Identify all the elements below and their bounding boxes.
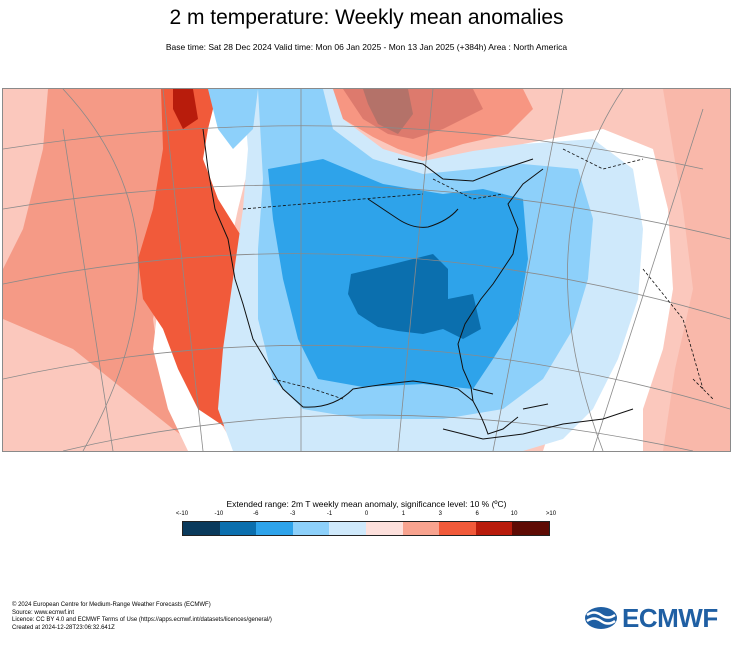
legend-tick: -10 bbox=[214, 511, 224, 517]
credit-licence: Licence: CC BY 4.0 and ECMWF Terms of Us… bbox=[12, 617, 272, 624]
legend-tick: -6 bbox=[253, 511, 259, 517]
legend-tick: 0 bbox=[364, 511, 369, 517]
anomaly-map bbox=[2, 88, 731, 452]
legend-swatch bbox=[402, 522, 440, 535]
graticule bbox=[3, 89, 730, 451]
legend-swatch bbox=[512, 522, 549, 535]
borders bbox=[242, 148, 714, 400]
legend-tick: 6 bbox=[475, 511, 479, 517]
legend-ticks: <-10 -10 -6 -3 -1 0 1 3 6 10 >10 bbox=[176, 511, 556, 521]
credits: © 2024 European Centre for Medium-Range … bbox=[12, 602, 272, 632]
anomaly-zone-pacific-pale bbox=[3, 89, 48, 269]
legend-swatch bbox=[329, 522, 366, 535]
legend-tick: 1 bbox=[401, 511, 406, 517]
legend-tick: 3 bbox=[438, 511, 442, 517]
legend-swatch bbox=[365, 522, 403, 535]
credit-source: Source: www.ecmwf.int bbox=[12, 609, 75, 616]
legend-swatch bbox=[292, 522, 330, 535]
legend-tick: 10 bbox=[510, 511, 518, 517]
chart-title: 2 m temperature: Weekly mean anomalies bbox=[169, 6, 564, 29]
legend-swatch bbox=[183, 522, 220, 535]
chart-subtitle: Base time: Sat 28 Dec 2024 Valid time: M… bbox=[165, 42, 568, 52]
ecmwf-logo[interactable]: ECMWF bbox=[584, 602, 724, 633]
coastlines bbox=[202, 128, 634, 440]
legend-title: Extended range: 2m T weekly mean anomaly… bbox=[226, 499, 507, 509]
legend-tick: -3 bbox=[290, 511, 296, 517]
legend-swatch bbox=[219, 522, 257, 535]
credit-copyright: © 2024 European Centre for Medium-Range … bbox=[12, 602, 211, 608]
anomaly-zone-cold-core bbox=[348, 254, 481, 339]
ecmwf-logo-icon bbox=[585, 607, 617, 629]
credit-created: Created at 2024-12-28T23:06:32.641Z bbox=[12, 624, 115, 631]
legend-swatch bbox=[475, 522, 513, 535]
legend-tick: <-10 bbox=[175, 511, 189, 517]
logo-wordmark: ECMWF bbox=[622, 602, 718, 633]
legend-swatch bbox=[439, 522, 476, 535]
legend-tick: >10 bbox=[545, 511, 557, 517]
legend-swatch bbox=[256, 522, 293, 535]
legend-tick: -1 bbox=[326, 511, 333, 517]
legend-colorbar bbox=[182, 521, 550, 536]
